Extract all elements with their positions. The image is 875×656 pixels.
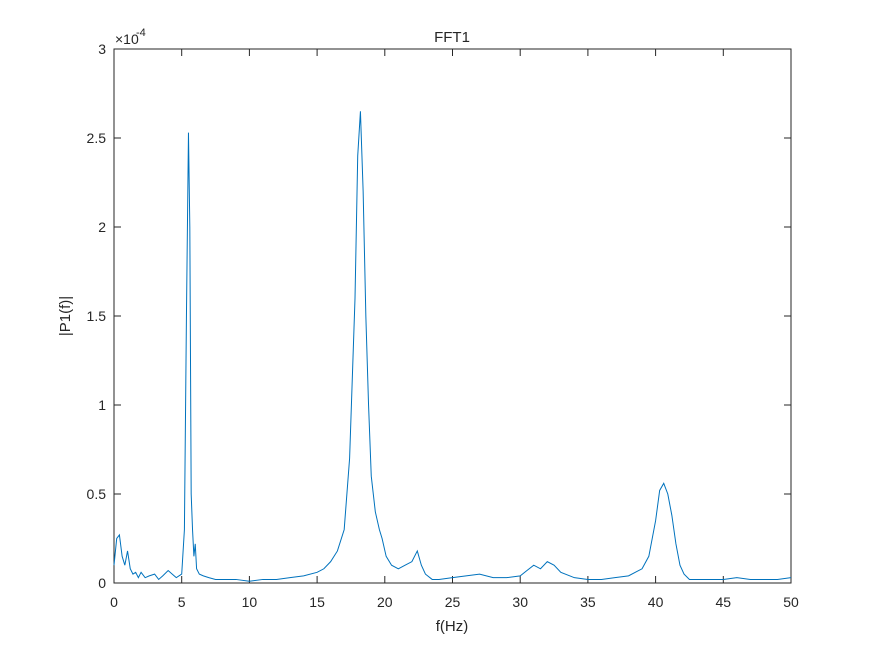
y-tick-label-5: 2.5 bbox=[87, 130, 107, 146]
x-tick-label-4: 20 bbox=[377, 594, 393, 610]
y-axis-label: |P1(f)| bbox=[57, 296, 74, 336]
x-axis-label: f(Hz) bbox=[436, 618, 469, 635]
y-tick-label-6: 3 bbox=[98, 41, 106, 57]
series-line-p1 bbox=[113, 111, 792, 582]
plot-area bbox=[113, 48, 792, 584]
x-tick-label-0: 0 bbox=[110, 594, 118, 610]
y-tick-label-2: 1 bbox=[98, 397, 106, 413]
x-tick-label-6: 30 bbox=[512, 594, 528, 610]
x-axis-ticks: 0 5 10 15 20 25 30 35 40 45 50 bbox=[110, 49, 799, 610]
y-tick-label-0: 0 bbox=[98, 575, 106, 591]
x-tick-label-3: 15 bbox=[309, 594, 325, 610]
y-exponent-label: ×10 -4 bbox=[115, 27, 146, 47]
x-tick-label-5: 25 bbox=[445, 594, 461, 610]
y-axis-ticks: 0 0.5 1 1.5 2 2.5 3 bbox=[87, 41, 791, 591]
x-tick-label-2: 10 bbox=[242, 594, 258, 610]
x-tick-label-7: 35 bbox=[580, 594, 596, 610]
x-tick-label-9: 45 bbox=[716, 594, 732, 610]
y-exponent-base: ×10 bbox=[115, 31, 139, 47]
x-tick-label-1: 5 bbox=[178, 594, 186, 610]
y-tick-label-4: 2 bbox=[98, 219, 106, 235]
chart-title: FFT1 bbox=[434, 29, 470, 46]
y-tick-label-3: 1.5 bbox=[87, 308, 107, 324]
y-exponent-power: -4 bbox=[136, 27, 146, 39]
x-tick-label-10: 50 bbox=[783, 594, 799, 610]
y-tick-label-1: 0.5 bbox=[87, 486, 107, 502]
x-tick-label-8: 40 bbox=[648, 594, 664, 610]
